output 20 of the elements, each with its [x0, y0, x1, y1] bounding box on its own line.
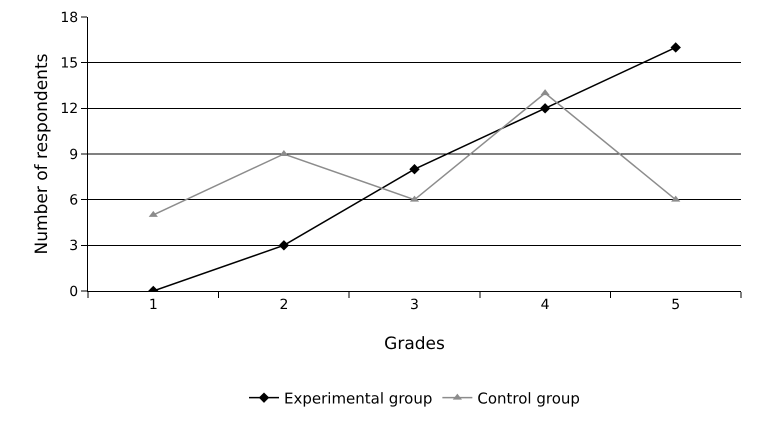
y-tick-label: 9: [69, 146, 78, 163]
y-tick-label: 18: [60, 10, 78, 26]
y-tick-label: 3: [69, 238, 78, 254]
point: [409, 164, 420, 174]
x-tick-label: 3: [410, 296, 419, 313]
legend-label: Experimental group: [284, 390, 432, 408]
x-axis-title: Grades: [384, 334, 445, 354]
y-tick-label: 6: [69, 192, 78, 209]
point: [278, 240, 290, 251]
y-tick-label: 12: [60, 101, 78, 118]
y-tick-label: 0: [69, 284, 78, 300]
x-tick-label: 5: [671, 296, 680, 313]
point: [670, 42, 681, 53]
x-tick-label: 2: [279, 296, 288, 313]
legend-label: Control group: [477, 390, 580, 408]
y-tick-label: 15: [60, 56, 78, 72]
x-tick-label: 1: [148, 296, 158, 313]
y-axis-title: Number of respondents: [32, 53, 52, 254]
x-tick-label: 4: [540, 296, 550, 313]
point: [540, 103, 550, 114]
